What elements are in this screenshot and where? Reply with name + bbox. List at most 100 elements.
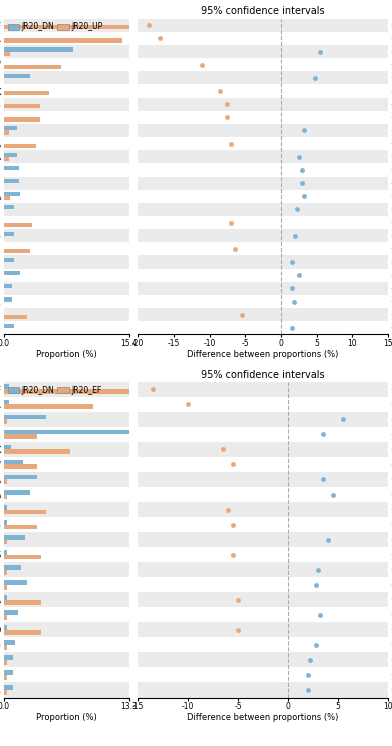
Bar: [138, 412, 388, 427]
Bar: [4, 555, 42, 560]
Bar: [138, 683, 388, 698]
Bar: [138, 637, 388, 653]
Bar: [4, 91, 49, 95]
X-axis label: Proportion (%): Proportion (%): [36, 351, 97, 360]
Bar: [4, 480, 7, 484]
Bar: [4, 472, 129, 487]
Bar: [4, 577, 129, 592]
Legend: JR20_DN, JR20_EF: JR20_DN, JR20_EF: [8, 386, 101, 395]
Bar: [138, 177, 388, 189]
Bar: [4, 532, 129, 547]
Bar: [4, 445, 11, 449]
Bar: [4, 284, 12, 289]
Bar: [4, 520, 7, 524]
Bar: [138, 189, 388, 203]
Bar: [4, 192, 20, 196]
Bar: [4, 117, 40, 122]
Bar: [4, 595, 7, 600]
Bar: [138, 19, 388, 32]
Bar: [138, 502, 388, 517]
Bar: [4, 550, 7, 555]
Bar: [4, 282, 129, 295]
Bar: [4, 163, 129, 177]
Bar: [138, 84, 388, 98]
Bar: [4, 324, 14, 327]
Bar: [4, 255, 129, 269]
Bar: [138, 457, 388, 472]
Bar: [4, 535, 25, 539]
Bar: [138, 269, 388, 282]
Bar: [138, 216, 388, 229]
Bar: [4, 58, 129, 72]
Bar: [4, 110, 129, 124]
Bar: [138, 308, 388, 322]
Bar: [138, 163, 388, 177]
Bar: [4, 415, 46, 419]
Bar: [4, 660, 7, 665]
Bar: [4, 65, 61, 69]
Bar: [4, 547, 129, 562]
Bar: [4, 610, 18, 615]
Bar: [4, 419, 7, 424]
Bar: [4, 124, 129, 137]
Bar: [4, 668, 129, 683]
Bar: [4, 166, 18, 170]
Bar: [4, 205, 14, 210]
Bar: [138, 622, 388, 637]
Bar: [4, 565, 21, 570]
Bar: [4, 150, 129, 163]
Bar: [4, 457, 129, 472]
Bar: [4, 249, 30, 253]
Bar: [4, 269, 129, 282]
Bar: [138, 45, 388, 58]
Bar: [4, 592, 129, 607]
Bar: [138, 472, 388, 487]
Bar: [138, 547, 388, 562]
Bar: [138, 137, 388, 150]
Bar: [4, 51, 11, 56]
Bar: [4, 580, 27, 585]
Bar: [4, 539, 7, 545]
Bar: [138, 295, 388, 308]
Bar: [4, 38, 122, 43]
Bar: [4, 615, 7, 620]
Bar: [4, 625, 7, 630]
Bar: [4, 32, 129, 45]
Bar: [4, 430, 129, 434]
Bar: [4, 630, 42, 635]
Bar: [4, 144, 36, 148]
Bar: [4, 104, 40, 108]
Bar: [4, 675, 7, 680]
Bar: [4, 203, 129, 216]
Bar: [4, 442, 129, 457]
Bar: [138, 255, 388, 269]
Bar: [4, 510, 46, 515]
Bar: [4, 74, 30, 78]
Bar: [4, 258, 14, 262]
Bar: [138, 442, 388, 457]
Bar: [4, 308, 129, 322]
Bar: [4, 384, 9, 389]
Bar: [4, 315, 27, 319]
Bar: [4, 653, 129, 668]
Bar: [4, 600, 42, 604]
Bar: [4, 295, 129, 308]
Bar: [4, 670, 13, 675]
Bar: [4, 382, 129, 397]
Bar: [138, 592, 388, 607]
Bar: [4, 404, 93, 409]
Bar: [4, 434, 37, 439]
Bar: [4, 637, 129, 653]
Bar: [138, 397, 388, 412]
Bar: [138, 229, 388, 242]
Bar: [138, 58, 388, 72]
Bar: [4, 524, 37, 530]
Bar: [4, 179, 18, 183]
Bar: [4, 502, 129, 517]
Bar: [4, 98, 129, 110]
Bar: [4, 562, 129, 577]
Bar: [138, 242, 388, 255]
Bar: [4, 685, 13, 690]
Bar: [4, 690, 7, 695]
Bar: [4, 131, 9, 135]
